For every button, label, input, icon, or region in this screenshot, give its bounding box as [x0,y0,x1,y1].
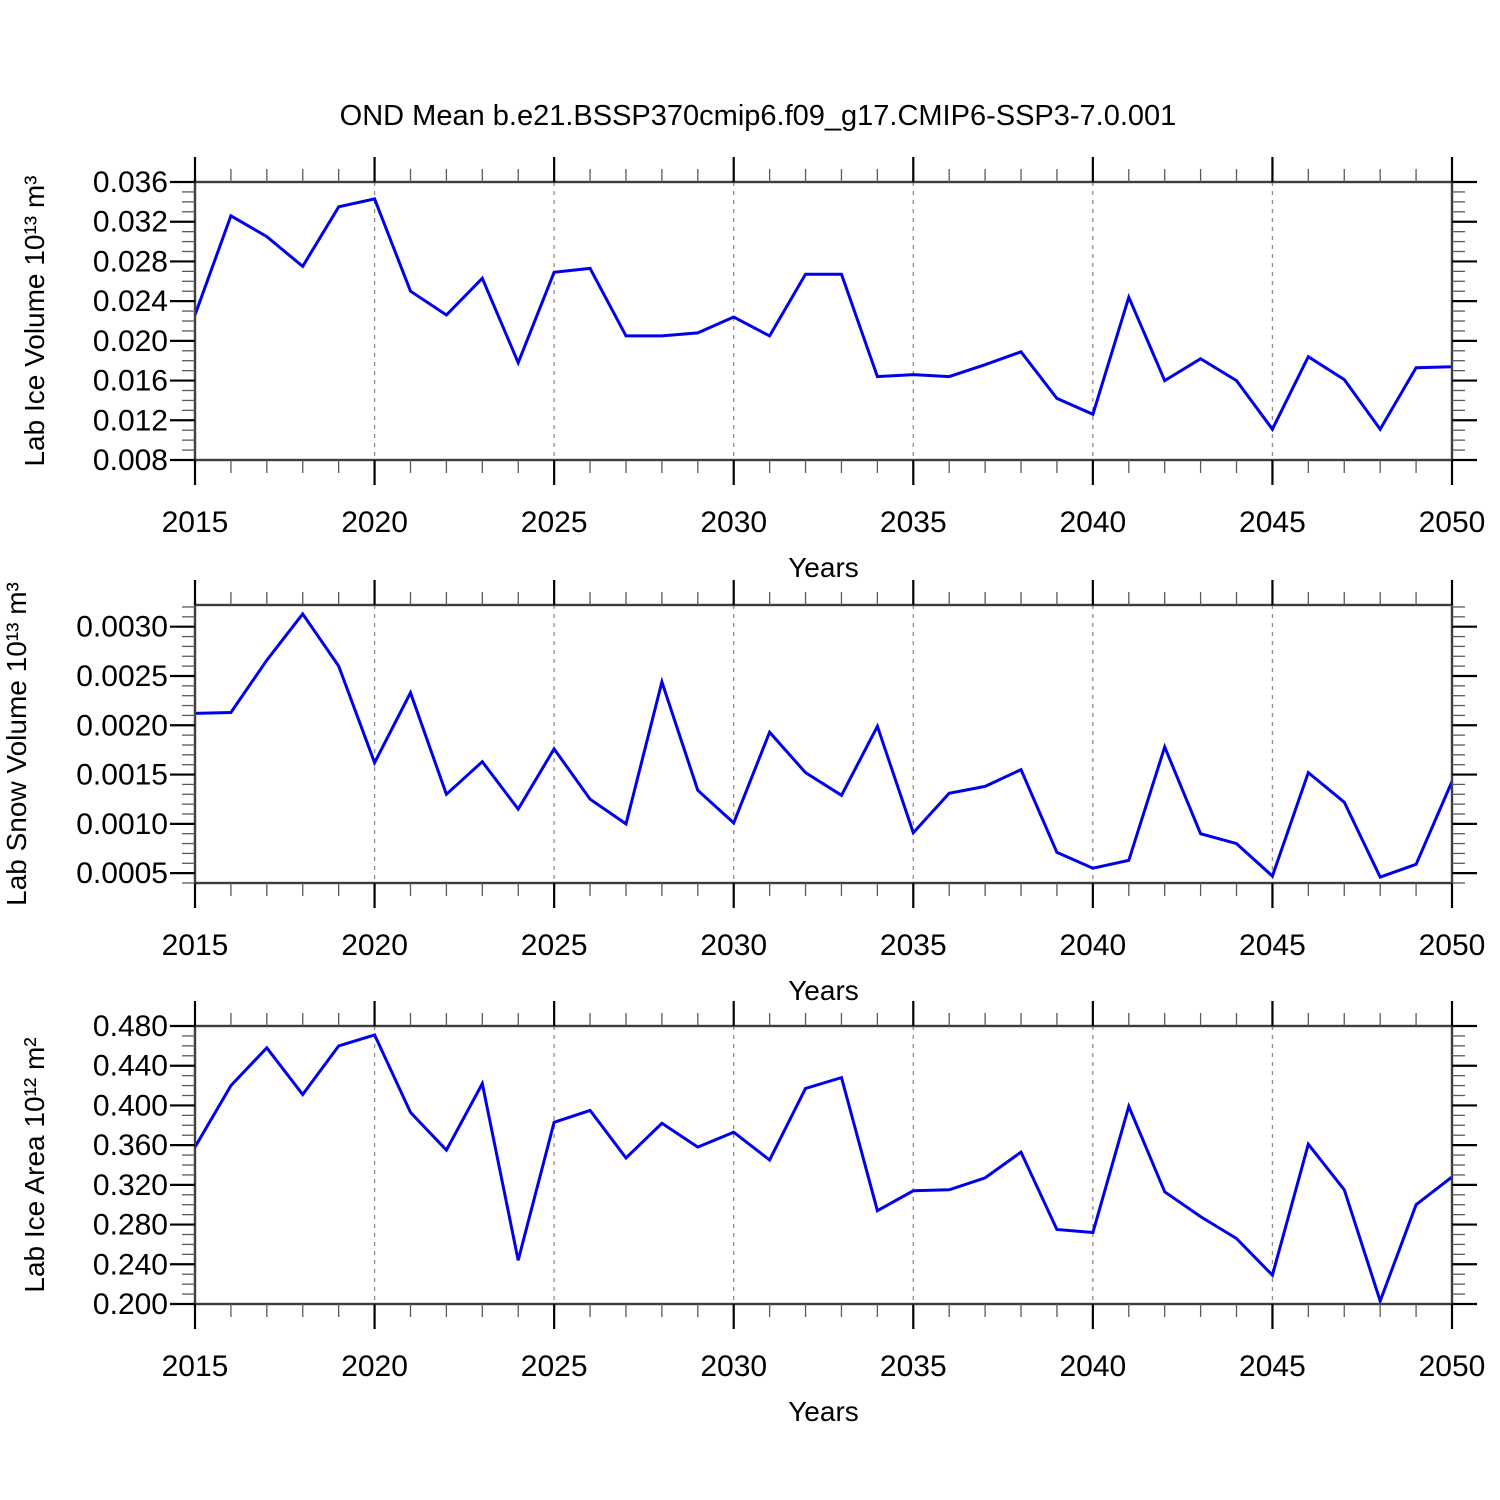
x-tick-label: 2050 [1419,1350,1486,1383]
x-axis-title: Years [788,975,859,1006]
y-tick-label: 0.0020 [76,709,168,742]
x-tick-label: 2015 [162,1350,229,1383]
axis-ticks [170,580,1477,908]
y-tick-label: 0.024 [93,285,168,318]
y-tick-labels: 0.0030 0.0025 0.0020 0.0015 0.0010 0.0005 [76,611,168,890]
y-tick-label: 0.360 [93,1129,168,1162]
x-axis-title: Years [788,552,859,583]
x-tick-label: 2045 [1239,506,1306,539]
y-tick-label: 0.012 [93,404,168,437]
y-axis-title: Lab Ice Area 10¹² m² [19,1037,50,1292]
data-line-ice-area [193,1033,1453,1306]
chart-panels: 0.036 0.032 0.028 0.024 0.020 0.016 0.012 0.008… [1,157,1485,1427]
x-tick-label: 2035 [880,929,947,962]
axis-ticks [170,1001,1477,1329]
chart-panel-ice-area: 0.480 0.440 0.400 0.360 0.320 0.280 0.240 0.200… [19,1001,1485,1427]
y-tick-label: 0.400 [93,1089,168,1122]
y-tick-label: 0.0025 [76,660,168,693]
y-axis-title: Lab Snow Volume 10¹³ m³ [1,582,32,906]
x-tick-label: 2045 [1239,929,1306,962]
y-tick-label: 0.280 [93,1209,168,1242]
x-tick-label: 2025 [521,506,588,539]
x-tick-label: 2035 [880,1350,947,1383]
x-tick-label: 2015 [162,506,229,539]
x-tick-label: 2040 [1059,1350,1126,1383]
gridlines [373,182,1274,460]
y-tick-labels: 0.036 0.032 0.028 0.024 0.020 0.016 0.012 0.008 [93,166,168,477]
gridlines [373,1026,1274,1304]
y-tick-label: 0.028 [93,245,168,278]
data-line-ice-volume [193,197,1453,433]
y-axis-title: Lab Ice Volume 10¹³ m³ [19,175,50,466]
y-tick-label: 0.016 [93,365,168,398]
chart-panel-snow-volume: 0.0030 0.0025 0.0020 0.0015 0.0010 0.0005 2015… [1,580,1485,1006]
x-tick-label: 2030 [700,929,767,962]
y-tick-label: 0.480 [93,1010,168,1043]
y-tick-label: 0.320 [93,1169,168,1202]
y-tick-labels: 0.480 0.440 0.400 0.360 0.320 0.280 0.240 0.200 [93,1010,168,1321]
x-tick-labels: 2015 2020 2025 2030 2035 2040 2045 2050 [162,1350,1486,1383]
y-tick-label: 0.0005 [76,857,168,890]
x-tick-label: 2040 [1059,929,1126,962]
x-tick-label: 2040 [1059,506,1126,539]
y-tick-label: 0.032 [93,206,168,239]
y-tick-label: 0.440 [93,1050,168,1083]
data-line-snow-volume [194,611,1454,879]
x-tick-label: 2015 [162,929,229,962]
x-tick-label: 2020 [341,1350,408,1383]
axis-ticks [170,157,1477,485]
x-tick-labels: 2015 2020 2025 2030 2035 2040 2045 2050 [162,929,1486,962]
y-tick-label: 0.0010 [76,808,168,841]
x-tick-label: 2020 [341,929,408,962]
figure-title: OND Mean b.e21.BSSP370cmip6.f09_g17.CMIP… [340,100,1177,132]
y-tick-label: 0.020 [93,325,168,358]
x-tick-label: 2020 [341,506,408,539]
chart-panel-ice-volume: 0.036 0.032 0.028 0.024 0.020 0.016 0.012 0.008… [19,157,1485,583]
y-tick-label: 0.036 [93,166,168,199]
y-tick-label: 0.0015 [76,759,168,792]
plot-box [193,1024,1454,1306]
plot-box [193,603,1454,885]
x-tick-label: 2050 [1419,506,1486,539]
y-tick-label: 0.200 [93,1288,168,1321]
x-tick-label: 2030 [700,1350,767,1383]
x-tick-label: 2025 [521,929,588,962]
y-tick-label: 0.008 [93,444,168,477]
y-tick-label: 0.240 [93,1248,168,1281]
gridlines [373,605,1274,883]
x-tick-label: 2045 [1239,1350,1306,1383]
x-tick-label: 2025 [521,1350,588,1383]
y-tick-label: 0.0030 [76,611,168,644]
x-tick-label: 2035 [880,506,947,539]
x-axis-title: Years [788,1396,859,1427]
x-tick-label: 2050 [1419,929,1486,962]
x-tick-labels: 2015 2020 2025 2030 2035 2040 2045 2050 [162,506,1486,539]
x-tick-label: 2030 [700,506,767,539]
